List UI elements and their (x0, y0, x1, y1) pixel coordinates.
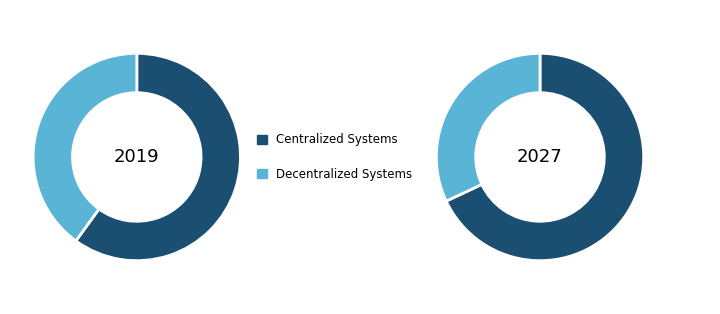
Wedge shape (76, 53, 240, 261)
Text: 2019: 2019 (114, 148, 160, 166)
Wedge shape (436, 53, 540, 201)
Wedge shape (33, 53, 137, 241)
Legend: Centralized Systems, Decentralized Systems: Centralized Systems, Decentralized Syste… (257, 133, 413, 181)
Text: 2027: 2027 (517, 148, 563, 166)
Wedge shape (446, 53, 644, 261)
